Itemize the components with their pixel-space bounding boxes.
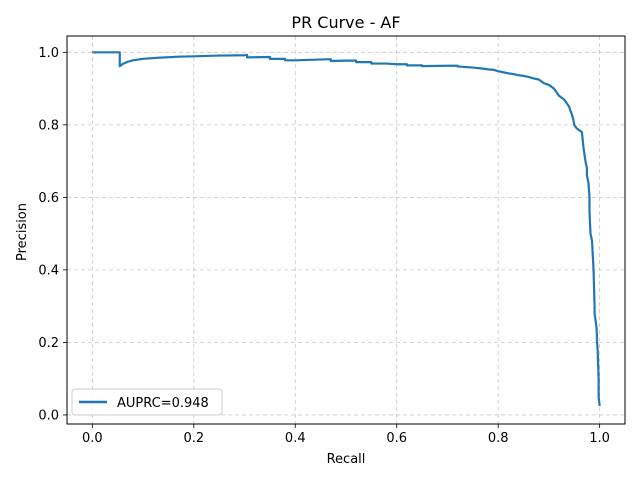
- x-axis-label: Recall: [327, 452, 366, 467]
- y-tick-label: 0.4: [38, 263, 59, 278]
- plot-frame: [66, 35, 626, 425]
- series-line: [92, 51, 601, 406]
- x-tick-label: 0.0: [82, 431, 103, 446]
- legend-entry-label: AUPRC=0.948: [117, 396, 209, 411]
- y-axis-label: Precision: [15, 203, 30, 261]
- grid: [67, 36, 625, 424]
- y-tick-label: 0.0: [38, 408, 59, 423]
- y-tick-label: 0.2: [38, 336, 59, 351]
- chart-title: PR Curve - AF: [291, 13, 400, 32]
- x-axis-ticks: 0.0 0.2 0.4 0.6 0.8 1.0: [82, 424, 610, 446]
- series-lines: [92, 51, 601, 406]
- y-tick-label: 1.0: [38, 46, 59, 61]
- x-tick-label: 0.4: [285, 431, 306, 446]
- y-tick-label: 0.6: [38, 191, 59, 206]
- y-axis-ticks: 0.0 0.2 0.4 0.6 0.8 1.0: [38, 46, 67, 423]
- x-tick-label: 0.6: [386, 431, 407, 446]
- legend-box: [71, 388, 223, 416]
- x-tick-label: 0.2: [183, 431, 204, 446]
- x-tick-label: 0.8: [488, 431, 509, 446]
- legend: AUPRC=0.948: [71, 388, 223, 416]
- y-tick-label: 0.8: [38, 118, 59, 133]
- x-tick-label: 1.0: [589, 431, 610, 446]
